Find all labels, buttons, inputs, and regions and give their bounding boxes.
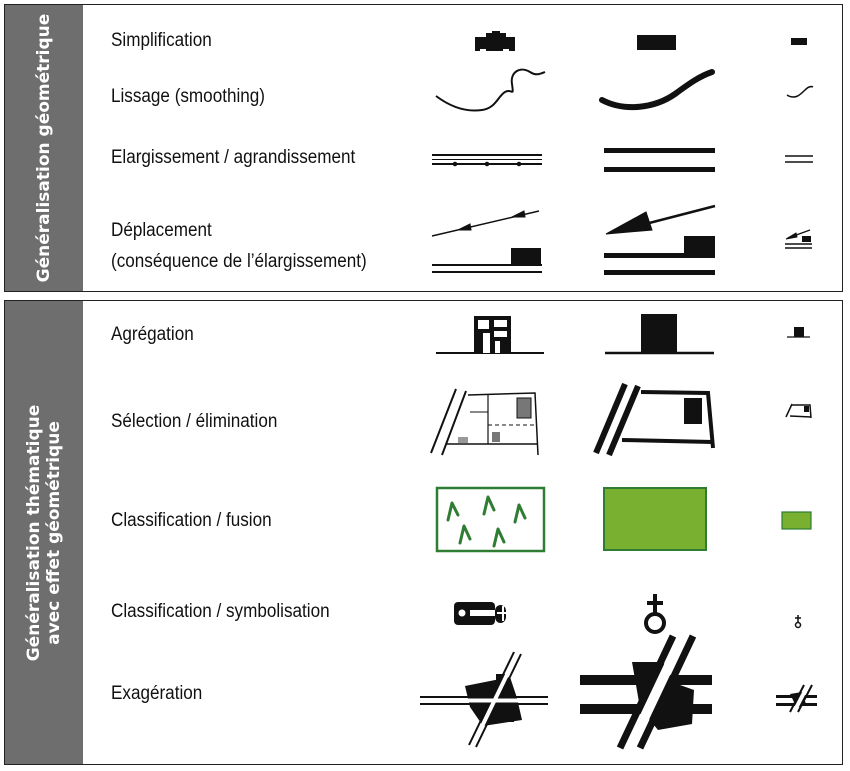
label-agregation: Agrégation (111, 324, 194, 345)
selection-small (785, 403, 812, 419)
symbolisation-original (454, 602, 510, 625)
agregation-aggregated (605, 314, 714, 355)
symbolisation-small-icon (794, 615, 802, 629)
simplification-generalized-symbol (637, 35, 676, 50)
fusion-small-area (781, 511, 812, 530)
elargissement-widened-road (604, 148, 715, 172)
deplacement-generalized (604, 204, 716, 275)
deplacement-small (785, 229, 812, 249)
fusion-merged-area (603, 487, 707, 551)
label-deplacement-note: (conséquence de l’élargissement) (111, 251, 367, 272)
exageration-small (776, 684, 817, 713)
sidebar-geometric: Généralisation géométrique (5, 5, 83, 291)
label-classification-fusion: Classification / fusion (111, 510, 272, 531)
label-simplification: Simplification (111, 30, 212, 51)
selection-original (430, 388, 539, 456)
elargissement-small-road (785, 155, 813, 163)
elargissement-original-road (432, 154, 542, 167)
agregation-original (436, 316, 544, 354)
symbolisation-church-icon (644, 594, 666, 634)
label-lissage: Lissage (smoothing) (111, 86, 265, 107)
label-elargissement: Elargissement / agrandissement (111, 147, 356, 168)
label-selection: Sélection / élimination (111, 411, 278, 432)
label-classification-symbolisation: Classification / symbolisation (111, 601, 330, 622)
label-exageration: Exagération (111, 683, 203, 704)
lissage-small-line (786, 85, 814, 98)
lissage-smoothed-line (599, 69, 715, 111)
sidebar-thematic: Généralisation thématique avec effet géo… (5, 301, 83, 764)
selection-generalized (593, 382, 715, 457)
exageration-generalized (580, 633, 712, 751)
exageration-original (420, 651, 548, 748)
agregation-small (787, 327, 810, 338)
simplification-original-symbol (475, 31, 515, 52)
fusion-original (435, 486, 546, 553)
lissage-original-line (435, 68, 546, 112)
deplacement-original (431, 210, 542, 273)
simplification-small-symbol (791, 38, 807, 45)
label-deplacement: Déplacement (111, 220, 212, 241)
